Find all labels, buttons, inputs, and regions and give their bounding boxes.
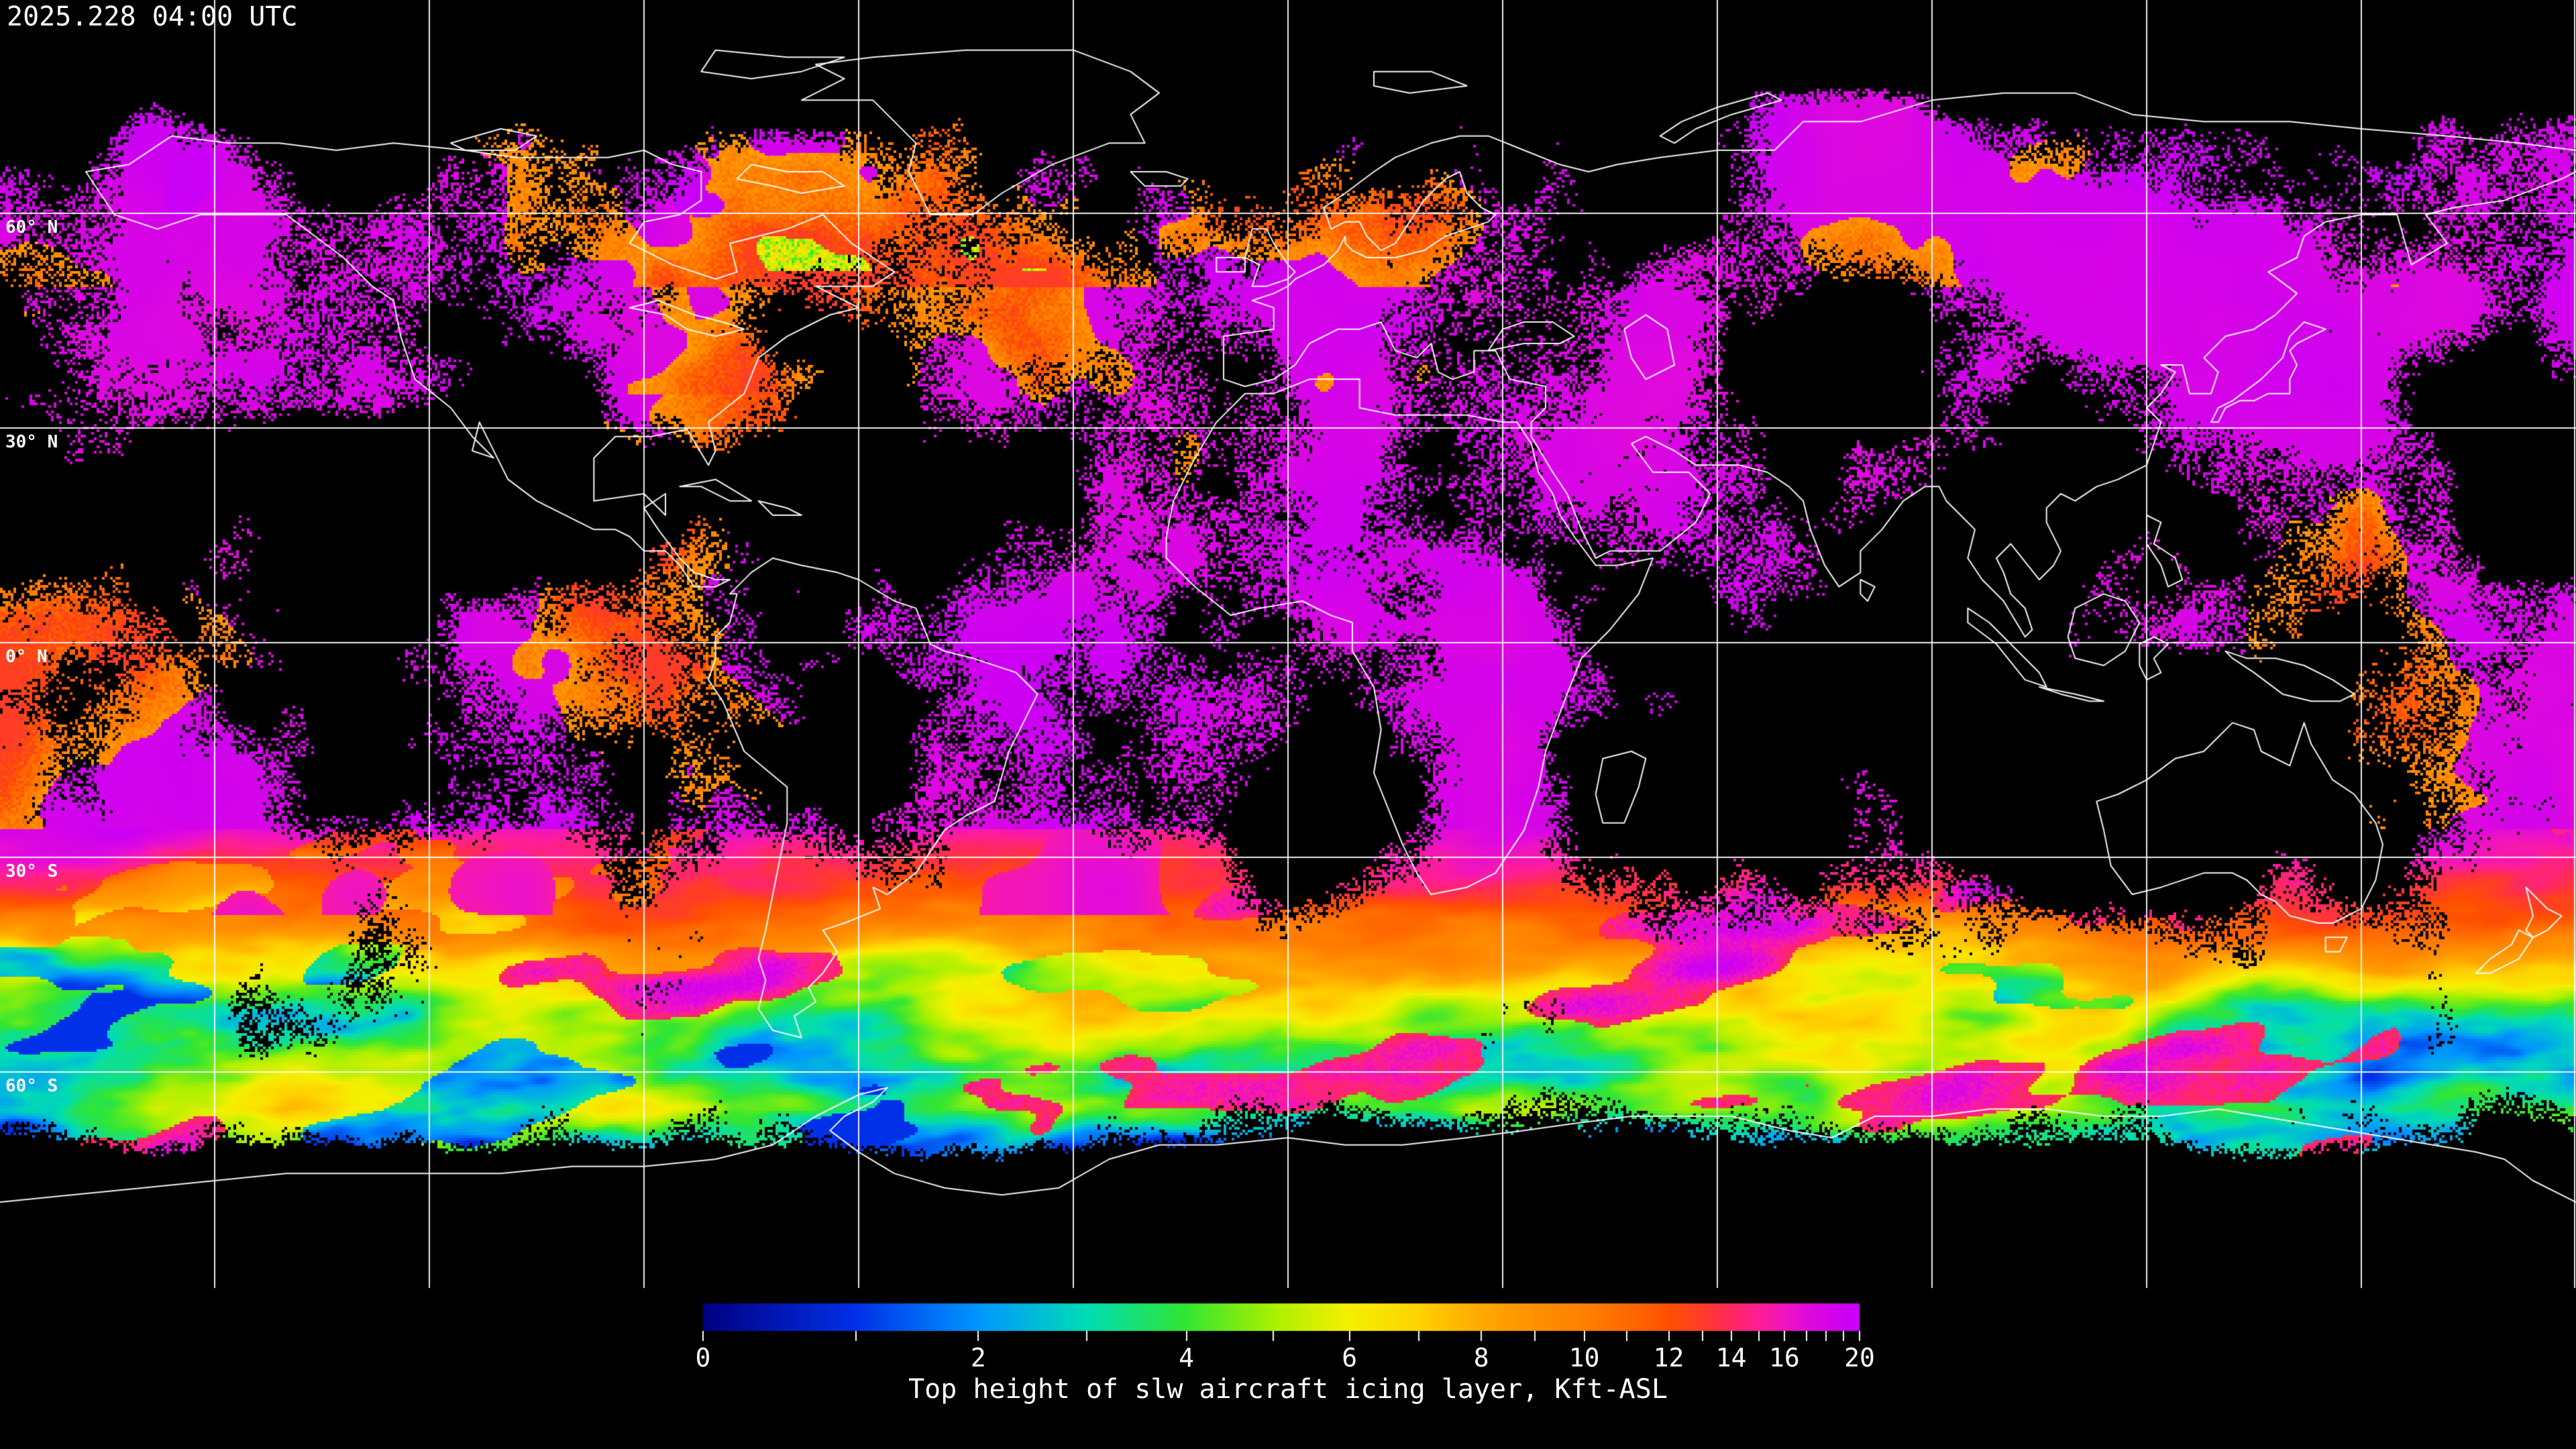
- colorbar-tick-label: 2: [970, 1343, 986, 1373]
- latitude-label: 30° N: [5, 432, 58, 452]
- colorbar-tick-label: 14: [1715, 1343, 1747, 1373]
- colorbar-tick-label: 4: [1179, 1343, 1195, 1373]
- colorbar-caption: Top height of slw aircraft icing layer, …: [908, 1374, 1668, 1405]
- colorbar-tick-label: 8: [1473, 1343, 1489, 1373]
- latitude-label: 60° N: [5, 217, 58, 237]
- latitude-label: 30° S: [5, 861, 58, 881]
- colorbar-tick-label: 10: [1568, 1343, 1600, 1373]
- colorbar-tick-label: 16: [1769, 1343, 1800, 1373]
- colorbar-tick-label: 12: [1653, 1343, 1684, 1373]
- colorbar-tick-label: 20: [1844, 1343, 1875, 1373]
- colorbar-tick-label: 6: [1342, 1343, 1358, 1373]
- latitude-label: 0° N: [5, 647, 48, 667]
- colorbar-tick-label: 0: [695, 1343, 711, 1373]
- timestamp: 2025.228 04:00 UTC: [7, 1, 298, 32]
- latitude-label: 60° S: [5, 1076, 58, 1096]
